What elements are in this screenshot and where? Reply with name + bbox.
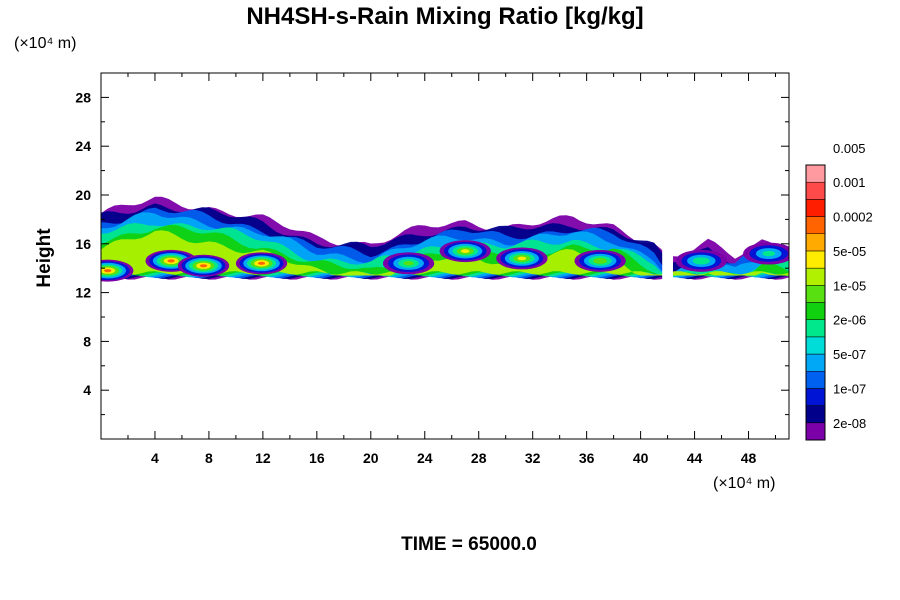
x-tick-label: 8 xyxy=(205,450,213,466)
plot-area xyxy=(101,73,789,439)
colorbar-swatch xyxy=(805,250,826,269)
colorbar-label: 0.001 xyxy=(833,175,866,190)
colorbar-swatch xyxy=(805,388,826,406)
chart-title: NH4SH-s-Rain Mixing Ratio [kg/kg] xyxy=(246,3,643,30)
colorbar-frame xyxy=(805,164,826,441)
y-tick-label: 4 xyxy=(83,382,91,398)
field-gap xyxy=(662,225,673,287)
field-blob xyxy=(257,261,266,265)
field-blob xyxy=(692,257,710,265)
colorbar-label: 5e-07 xyxy=(833,347,866,362)
field-blob xyxy=(593,257,608,264)
colorbar-label: 5e-05 xyxy=(833,244,866,259)
colorbar-swatch xyxy=(805,336,826,355)
colorbar-swatch xyxy=(805,233,826,252)
colorbar-swatch xyxy=(805,422,826,441)
colorbar-swatch xyxy=(805,164,826,183)
colorbar-swatch xyxy=(805,319,826,338)
colorbar-swatch xyxy=(805,302,826,320)
colorbar-label: 0.0002 xyxy=(833,210,873,225)
field-blob xyxy=(460,249,470,253)
colorbar-swatch xyxy=(805,353,826,372)
colorbar-label: 2e-06 xyxy=(833,313,866,328)
field-blob xyxy=(762,250,776,257)
colorbar-swatch xyxy=(805,216,826,234)
colorbar-label: 1e-05 xyxy=(833,278,866,293)
x-tick-label: 36 xyxy=(579,450,595,466)
field-blob xyxy=(104,269,112,273)
y-tick-label: 8 xyxy=(83,333,91,349)
field-blob xyxy=(167,259,175,263)
x-tick-label: 24 xyxy=(417,450,433,466)
colorbar-swatch xyxy=(805,405,826,424)
x-tick-label: 48 xyxy=(741,450,757,466)
y-tick-label: 28 xyxy=(75,89,91,105)
y-unit-label: (×10⁴ m) xyxy=(14,35,76,52)
x-tick-label: 44 xyxy=(687,450,703,466)
x-tick-label: 12 xyxy=(255,450,271,466)
colorbar-label: 0.005 xyxy=(833,141,866,156)
x-tick-label: 28 xyxy=(471,450,487,466)
x-tick-label: 4 xyxy=(151,450,159,466)
time-label: TIME = 65000.0 xyxy=(401,534,537,555)
y-tick-label: 16 xyxy=(75,236,91,252)
field-blob xyxy=(199,264,208,268)
colorbar-swatch xyxy=(805,181,826,200)
y-tick-label: 20 xyxy=(75,187,91,203)
x-tick-label: 20 xyxy=(363,450,379,466)
y-tick-label: 24 xyxy=(75,138,91,154)
y-tick-label: 12 xyxy=(75,285,91,301)
colorbar-swatch xyxy=(805,267,826,286)
field-blob xyxy=(403,261,414,266)
colorbar-legend: 2e-08 1e-07 5e-07 2e-06 1e-05 5e-05 0.0002 0.00… xyxy=(805,141,873,441)
field-blob xyxy=(517,256,527,261)
colorbar-label: 2e-08 xyxy=(833,416,866,431)
colorbar-swatch xyxy=(805,371,826,389)
x-tick-label: 32 xyxy=(525,450,541,466)
colorbar-swatch xyxy=(805,199,826,217)
colorbar-label: 1e-07 xyxy=(833,381,866,396)
y-axis-label: Height xyxy=(34,228,55,288)
x-unit-label: (×10⁴ m) xyxy=(713,475,775,492)
colorbar-swatch xyxy=(805,285,826,303)
x-tick-label: 16 xyxy=(309,450,325,466)
x-tick-label: 40 xyxy=(633,450,649,466)
plot-frame xyxy=(100,72,790,440)
mixing-ratio-field xyxy=(101,196,789,287)
